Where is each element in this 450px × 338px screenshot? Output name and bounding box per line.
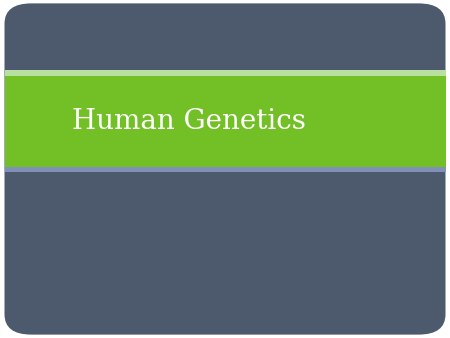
Bar (4, 167, 446, 172)
Bar (4, 70, 446, 76)
FancyBboxPatch shape (4, 3, 446, 335)
Bar (4, 76, 446, 167)
Text: Human Genetics: Human Genetics (72, 108, 306, 135)
